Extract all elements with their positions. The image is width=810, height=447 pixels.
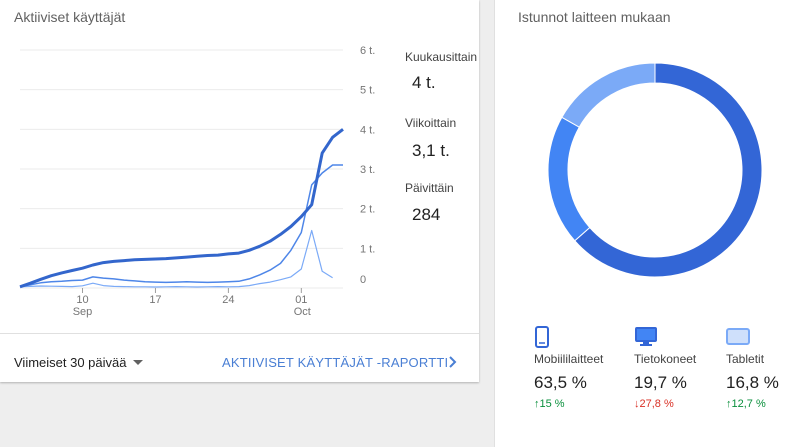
series-line-monthly	[19, 128, 344, 289]
y-tick-label: 5 t.	[360, 85, 375, 97]
y-tick-label: 3 t.	[360, 164, 375, 176]
device-mobile-percent: 63,5 %	[534, 373, 587, 392]
y-tick-label: 0	[360, 274, 366, 286]
desktop-icon	[635, 327, 657, 346]
stat-daily-value: 284	[412, 205, 441, 224]
y-tick-label: 1 t.	[360, 243, 375, 255]
active-users-title: Aktiiviset käyttäjät	[14, 9, 126, 25]
chevron-right-icon[interactable]	[446, 354, 460, 370]
series-line-weekly	[19, 164, 343, 288]
device-tablet-name: Tabletit	[726, 352, 765, 366]
device-mobile: Mobiililaitteet 63,5 % ↑15 %	[534, 326, 603, 410]
device-desktop: Tietokoneet 19,7 % ↓27,8 %	[634, 326, 696, 410]
stat-monthly-value: 4 t.	[412, 73, 436, 92]
donut-slice-mobiililaitteet[interactable]	[574, 62, 763, 278]
stat-weekly-value: 3,1 t.	[412, 141, 450, 160]
sessions-by-device-card: Istunnot laitteen mukaan Mobiililaitteet…	[494, 0, 810, 447]
active-users-report-link[interactable]: AKTIIVISET KÄYTTÄJÄT -RAPORTTI	[222, 355, 449, 370]
donut-slice-tabletit[interactable]	[561, 62, 656, 128]
device-tablet-change: ↑12,7 %	[726, 398, 766, 410]
x-tick-label: 01	[295, 294, 307, 306]
device-desktop-percent: 19,7 %	[634, 373, 687, 392]
tablet-icon	[726, 328, 750, 345]
donut-slice-tietokoneet[interactable]	[547, 116, 591, 242]
sessions-by-device-title: Istunnot laitteen mukaan	[518, 9, 671, 25]
device-tablet-percent: 16,8 %	[726, 373, 779, 392]
x-tick-sublabel: Sep	[73, 306, 93, 318]
arrow-up-icon: ↑	[726, 398, 732, 410]
date-range-label: Viimeiset 30 päivää	[14, 355, 127, 370]
dropdown-caret-icon	[132, 360, 143, 365]
card-footer-divider	[0, 333, 479, 334]
device-mobile-change: ↑15 %	[534, 398, 565, 410]
date-range-dropdown[interactable]: Viimeiset 30 päivää	[14, 355, 143, 370]
x-tick-sublabel: Oct	[294, 306, 311, 318]
series-line-daily	[19, 229, 333, 288]
y-tick-label: 4 t.	[360, 124, 375, 136]
x-tick-label: 24	[222, 294, 234, 306]
arrow-up-icon: ↑	[534, 398, 540, 410]
smartphone-icon	[535, 326, 549, 348]
device-donut-chart	[547, 62, 763, 278]
stat-daily-label: Päivittäin	[405, 181, 454, 195]
active-users-card: Aktiiviset käyttäjät 0 1 t. 2 t. 3 t. 4 t. 5 …	[0, 0, 479, 382]
device-mobile-name: Mobiililaitteet	[534, 352, 604, 366]
device-desktop-name: Tietokoneet	[634, 352, 697, 366]
stat-weekly-label: Viikoittain	[405, 116, 457, 130]
arrow-down-icon: ↓	[634, 398, 640, 410]
stat-monthly-label: Kuukausittain	[405, 50, 478, 64]
x-tick-label: 17	[149, 294, 161, 306]
x-tick-label: 10	[76, 294, 88, 306]
device-desktop-change: ↓27,8 %	[634, 398, 674, 410]
device-tablet: Tabletit 16,8 % ↑12,7 %	[726, 326, 779, 410]
y-tick-label: 2 t.	[360, 204, 375, 216]
y-tick-label: 6 t.	[360, 45, 375, 57]
